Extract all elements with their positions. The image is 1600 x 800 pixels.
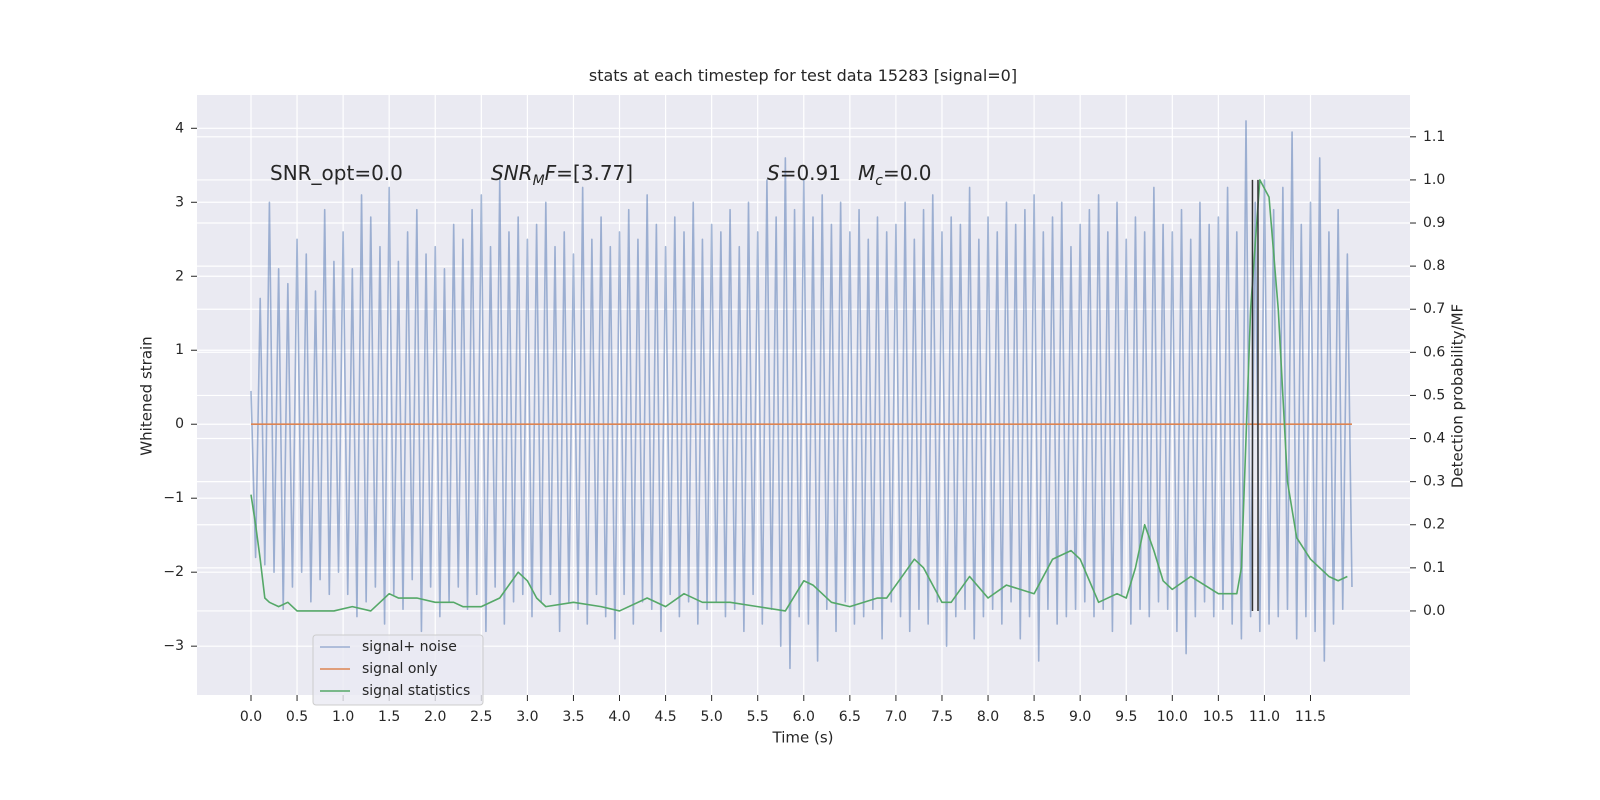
legend: signal+ noise signal only signal statistic… (312, 634, 484, 706)
x-tick-label: 1.0 (332, 709, 354, 725)
x-tick-label: 0.0 (240, 709, 262, 725)
x-tick-label: 4.5 (654, 709, 676, 725)
y-tick-label: 2 (175, 268, 184, 284)
annotation-part: SNR (491, 161, 533, 185)
x-tick-label: 4.0 (608, 709, 630, 725)
x-tick-label: 9.5 (1115, 709, 1137, 725)
y2-tick-label: 0.1 (1423, 560, 1445, 576)
y-tick-label: −1 (163, 490, 184, 506)
annotation-part: M (533, 173, 545, 189)
annotation-part: =[3.77] (556, 161, 633, 185)
x-tick-label: 11.0 (1249, 709, 1280, 725)
x-tick-label: 1.5 (378, 709, 400, 725)
x-tick-label: 2.0 (424, 709, 446, 725)
y2-tick-label: 0.5 (1423, 387, 1445, 403)
x-tick-label: 11.5 (1295, 709, 1326, 725)
axes: 0.0 0.5 1.0 1.5 2.0 2.5 3.0 3.5 4.0 4.5 5.0 5.5 6.0 6… (163, 120, 1445, 725)
x-axis-label: Time (s) (772, 729, 834, 747)
annotation: Mc=0.0 (858, 161, 932, 189)
marks (250, 120, 1353, 670)
y-tick-label: −2 (163, 564, 184, 580)
y-axis-label: Whitened strain (138, 336, 156, 455)
x-tick-label: 3.5 (562, 709, 584, 725)
y2-tick-label: 0.7 (1423, 301, 1445, 317)
x-tick-label: 2.5 (470, 709, 492, 725)
annotation-part: M (858, 161, 875, 185)
y2-tick-label: 0.2 (1423, 517, 1445, 533)
annotation: SNRMF=[3.77] (491, 161, 633, 189)
y2-axis-label: Detection probability/MF (1449, 304, 1467, 488)
y2-tick-label: 0.4 (1423, 431, 1445, 447)
annotation-part: =0.91 (780, 161, 841, 185)
x-tick-label: 7.0 (885, 709, 907, 725)
chart-title: stats at each timestep for test data 152… (589, 66, 1017, 85)
legend-label: signal+ noise (362, 639, 457, 655)
x-tick-label: 5.0 (701, 709, 723, 725)
x-tick-label: 6.0 (793, 709, 815, 725)
y2-tick-label: 1.0 (1423, 172, 1445, 188)
y-tick-label: 4 (175, 120, 184, 136)
y2-tick-label: 0.6 (1423, 344, 1445, 360)
series-line (250, 179, 1348, 612)
legend-box (312, 634, 484, 706)
x-tick-label: 3.0 (516, 709, 538, 725)
x-tick-label: 6.5 (839, 709, 861, 725)
legend-label: signal statistics (362, 683, 470, 699)
x-tick-label: 8.5 (1023, 709, 1045, 725)
x-tick-label: 10.0 (1157, 709, 1188, 725)
y2-tick-label: 0.8 (1423, 258, 1445, 274)
y-tick-label: −3 (163, 638, 184, 654)
annotation: S=0.91 (767, 161, 841, 185)
x-tick-label: 0.5 (286, 709, 308, 725)
y-tick-label: 1 (175, 342, 184, 358)
annotation-part: SNR_opt=0.0 (270, 161, 403, 185)
annotation-part: c (875, 173, 883, 189)
annotation-part: S (767, 161, 780, 185)
annotation: SNR_opt=0.0 (270, 161, 403, 185)
annotation-part: F (545, 161, 557, 185)
x-tick-label: 8.0 (977, 709, 999, 725)
legend-label: signal only (362, 661, 437, 677)
y2-tick-label: 0.9 (1423, 215, 1445, 231)
y-tick-label: 3 (175, 194, 184, 210)
y2-tick-label: 0.0 (1423, 603, 1445, 619)
x-tick-label: 9.0 (1069, 709, 1091, 725)
y-tick-label: 0 (175, 416, 184, 432)
x-tick-label: 5.5 (747, 709, 769, 725)
y2-tick-label: 1.1 (1423, 129, 1445, 145)
x-tick-label: 7.5 (931, 709, 953, 725)
y2-tick-label: 0.3 (1423, 474, 1445, 490)
grid (197, 95, 1410, 695)
series-line (250, 120, 1353, 670)
annotation-part: =0.0 (883, 161, 932, 185)
x-tick-label: 10.5 (1203, 709, 1234, 725)
